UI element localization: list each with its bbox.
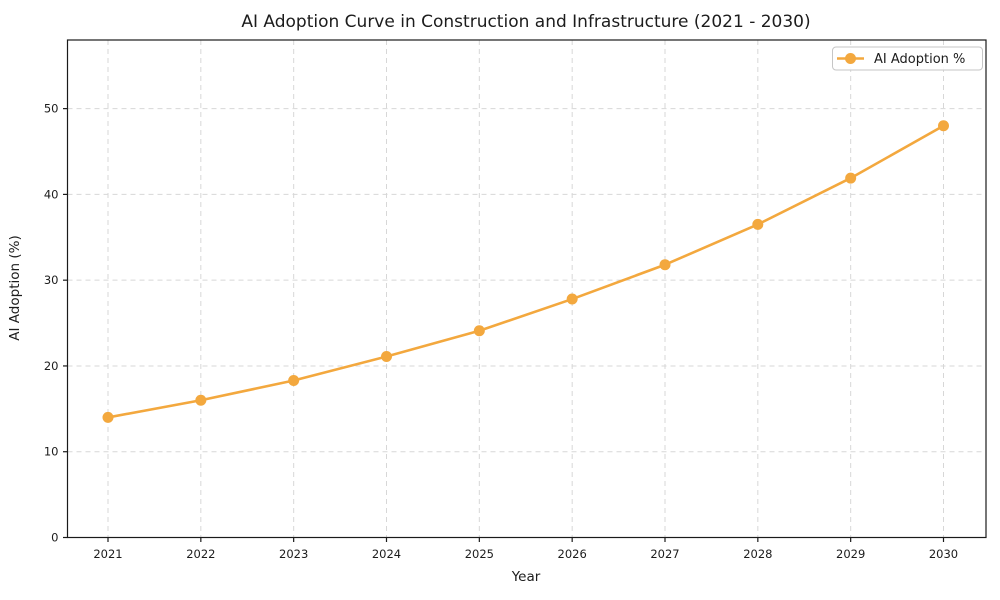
- axis-tick-labels: 2021 2022 2023 2024 2025 2026 2027 2028 2029 2030…: [44, 102, 958, 561]
- x-tick-label: 2026: [558, 547, 587, 561]
- chart-title: AI Adoption Curve in Construction and In…: [241, 12, 810, 32]
- x-tick-label: 2027: [650, 547, 679, 561]
- y-tick-label: 20: [44, 359, 59, 373]
- x-tick-label: 2025: [465, 547, 494, 561]
- y-tick-label: 10: [44, 445, 59, 459]
- legend-label: AI Adoption %: [874, 52, 965, 67]
- y-tick-label: 40: [44, 187, 59, 201]
- data-point-marker: [752, 218, 764, 230]
- y-tick-label: 0: [51, 531, 58, 545]
- axis-ticks: [63, 108, 945, 542]
- data-point-marker: [288, 375, 300, 387]
- data-point-marker: [659, 259, 671, 271]
- x-tick-label: 2029: [836, 547, 865, 561]
- legend-box: [832, 46, 983, 71]
- gridlines: [67, 40, 986, 538]
- y-tick-label: 30: [44, 273, 59, 287]
- legend-marker-sample: [845, 53, 856, 64]
- data-point-marker: [473, 325, 485, 337]
- data-point-marker: [845, 172, 857, 184]
- data-point-marker: [102, 411, 114, 423]
- data-point-marker: [195, 394, 207, 406]
- x-tick-label: 2023: [279, 547, 308, 561]
- x-tick-label: 2024: [372, 547, 401, 561]
- x-tick-label: 2028: [743, 547, 772, 561]
- series-line: [106, 124, 945, 419]
- legend: AI Adoption %: [832, 46, 983, 71]
- data-point-marker: [381, 351, 392, 363]
- data-point-marker: [938, 120, 949, 132]
- x-tick-label: 2022: [186, 547, 215, 561]
- x-axis-label: Year: [511, 569, 541, 585]
- y-axis-label: AI Adoption (%): [7, 235, 23, 340]
- x-tick-label: 2021: [93, 547, 122, 561]
- data-series: [102, 120, 949, 423]
- plot-border: [66, 39, 987, 539]
- x-tick-label: 2030: [929, 547, 958, 561]
- y-tick-label: 50: [44, 102, 59, 116]
- data-point-marker: [566, 293, 578, 305]
